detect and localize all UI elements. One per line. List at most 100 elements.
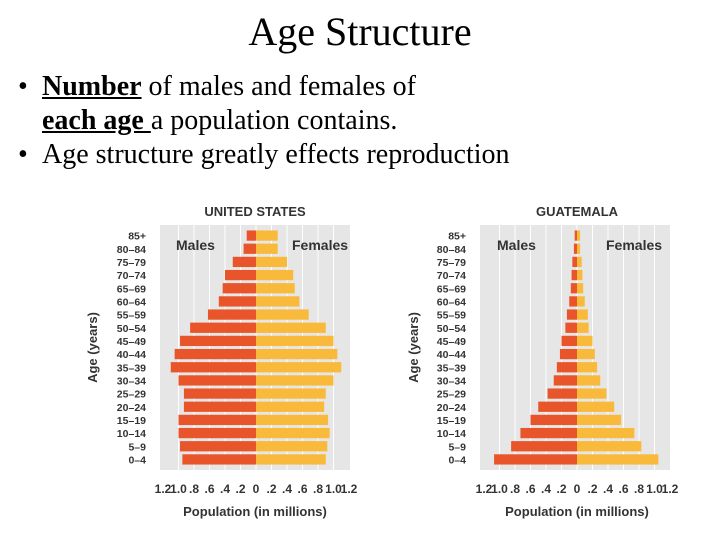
united-states-bar-male-5 xyxy=(183,388,256,399)
bullet-item: • Age structure greatly effects reproduc… xyxy=(18,138,718,172)
guatemala-x-tick-label: .4 xyxy=(603,482,613,496)
united-states-y-tick-label: 30–34 xyxy=(117,375,146,387)
united-states-bar-female-4 xyxy=(256,401,325,412)
united-states-y-tick-label: 20–24 xyxy=(117,402,146,414)
united-states-bar-female-17 xyxy=(256,230,278,241)
guatemala-bar-female-0 xyxy=(577,454,659,465)
united-states-bar-female-15 xyxy=(256,256,287,268)
guatemala-bar-female-8 xyxy=(577,348,595,360)
united-states-y-tick-label: 5–9 xyxy=(128,441,146,453)
united-states-bar-male-2 xyxy=(178,427,256,439)
guatemala-x-tick-label: .8 xyxy=(510,482,520,496)
bullet-list: • Number of males and females of each ag… xyxy=(18,70,718,172)
united-states-x-tick-label: .6 xyxy=(297,482,307,496)
guatemala-y-tick-label: 45–49 xyxy=(437,336,466,348)
united-states-bar-female-10 xyxy=(256,322,326,333)
guatemala-bar-male-0 xyxy=(494,454,577,465)
united-states-y-tick-label: 15–19 xyxy=(117,415,146,427)
guatemala-bar-male-6 xyxy=(553,375,577,386)
united-states-legend-females: Females xyxy=(292,237,348,253)
united-states-bar-male-3 xyxy=(178,414,256,426)
guatemala-bar-male-17 xyxy=(574,230,577,241)
guatemala-x-tick-label: 1.2 xyxy=(476,482,493,496)
guatemala-bar-female-7 xyxy=(577,362,598,373)
guatemala-bar-male-11 xyxy=(566,309,577,320)
united-states-bar-male-9 xyxy=(180,335,256,347)
united-states-bar-male-13 xyxy=(222,283,256,294)
united-states-bar-female-7 xyxy=(256,362,342,373)
united-states-x-axis-title: Population (in millions) xyxy=(183,504,327,519)
guatemala-y-tick-label: 55–59 xyxy=(437,310,466,322)
guatemala-bar-male-12 xyxy=(569,296,577,307)
united-states-y-tick-label: 35–39 xyxy=(117,362,146,374)
united-states-chart-title: UNITED STATES xyxy=(204,204,306,219)
united-states-y-tick-label: 25–29 xyxy=(117,389,146,401)
united-states-bar-female-13 xyxy=(256,283,295,294)
united-states-y-tick-label: 75–79 xyxy=(117,257,146,269)
guatemala-bar-male-2 xyxy=(520,427,577,439)
guatemala-bar-female-17 xyxy=(577,230,581,241)
guatemala-y-tick-label: 10–14 xyxy=(437,428,466,440)
guatemala-x-tick-label: .4 xyxy=(541,482,551,496)
united-states-bar-male-4 xyxy=(183,401,256,412)
guatemala-y-tick-label: 70–74 xyxy=(437,270,466,282)
united-states-y-tick-label: 70–74 xyxy=(117,270,146,282)
guatemala-bar-female-6 xyxy=(577,375,601,386)
united-states-x-tick-label: .2 xyxy=(235,482,245,496)
united-states-bar-female-5 xyxy=(256,388,326,399)
guatemala-x-tick-label: 1.2 xyxy=(662,482,679,496)
guatemala-x-tick-label: 1.0 xyxy=(491,482,508,496)
united-states-bar-female-3 xyxy=(256,414,329,426)
guatemala-bar-male-7 xyxy=(556,362,577,373)
guatemala-bar-female-12 xyxy=(577,296,585,307)
guatemala-y-axis-title: Age (years) xyxy=(406,312,421,383)
united-states-bar-male-15 xyxy=(232,256,256,268)
bullet-text: a population contains. xyxy=(150,105,398,136)
united-states-bar-male-10 xyxy=(190,322,256,333)
guatemala-x-tick-label: .8 xyxy=(634,482,644,496)
united-states-y-tick-label: 80–84 xyxy=(117,244,146,256)
guatemala-bar-female-1 xyxy=(577,441,642,452)
guatemala-y-tick-label: 15–19 xyxy=(437,415,466,427)
guatemala-bar-female-5 xyxy=(577,388,607,399)
united-states-y-tick-label: 55–59 xyxy=(117,310,146,322)
guatemala-y-tick-label: 25–29 xyxy=(437,389,466,401)
united-states-bar-male-6 xyxy=(178,375,256,386)
united-states-y-tick-label: 85+ xyxy=(128,231,146,243)
united-states-y-tick-label: 0–4 xyxy=(128,454,146,466)
united-states-bar-male-8 xyxy=(174,348,256,360)
guatemala-bar-male-9 xyxy=(561,335,577,347)
guatemala-bar-female-14 xyxy=(577,269,583,281)
guatemala-x-tick-label: .2 xyxy=(556,482,566,496)
united-states-x-tick-label: 1.0 xyxy=(325,482,342,496)
guatemala-legend-males: Males xyxy=(497,237,536,253)
guatemala-bar-male-5 xyxy=(547,388,577,399)
guatemala-x-axis-title: Population (in millions) xyxy=(505,504,649,519)
guatemala-bar-female-11 xyxy=(577,309,588,320)
guatemala-y-tick-label: 20–24 xyxy=(437,402,466,414)
guatemala-y-tick-label: 35–39 xyxy=(437,362,466,374)
guatemala-x-tick-label: .6 xyxy=(618,482,628,496)
united-states-bar-male-7 xyxy=(170,362,256,373)
guatemala-chart-title: GUATEMALA xyxy=(536,204,619,219)
united-states-bar-female-11 xyxy=(256,309,309,320)
united-states-bar-male-12 xyxy=(218,296,256,307)
guatemala-bar-female-9 xyxy=(577,335,593,347)
guatemala-y-tick-label: 60–64 xyxy=(437,296,466,308)
united-states-y-tick-label: 40–44 xyxy=(117,349,146,361)
guatemala-y-tick-label: 5–9 xyxy=(448,441,466,453)
guatemala-y-tick-label: 80–84 xyxy=(437,244,466,256)
united-states-bar-female-1 xyxy=(256,441,328,452)
guatemala-y-tick-label: 50–54 xyxy=(437,323,466,335)
united-states-x-tick-label: 1.2 xyxy=(155,482,172,496)
bullet-text: Age structure greatly effects reproducti… xyxy=(42,139,510,170)
united-states-bar-male-16 xyxy=(243,243,256,254)
guatemala-bar-male-13 xyxy=(570,283,577,294)
united-states-y-tick-label: 50–54 xyxy=(117,323,146,335)
guatemala-bar-female-16 xyxy=(577,243,581,254)
slide-title: Age Structure xyxy=(248,9,472,54)
united-states-x-tick-label: 1.2 xyxy=(341,482,358,496)
guatemala-y-tick-label: 40–44 xyxy=(437,349,466,361)
united-states-bar-female-6 xyxy=(256,375,334,386)
